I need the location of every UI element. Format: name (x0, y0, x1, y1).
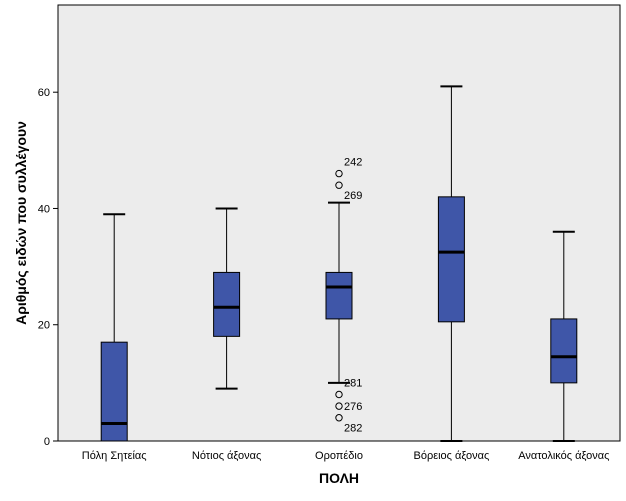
outlier-point (335, 181, 343, 189)
y-axis: 0 20 40 60 (38, 87, 58, 448)
box-group (213, 207, 241, 390)
iqr-box (550, 318, 578, 384)
outlier-label: 276 (344, 401, 362, 413)
outlier-point (335, 390, 343, 399)
iqr-box (213, 271, 241, 337)
x-tick-label: Οροπέδιο (315, 450, 363, 462)
box-group (100, 213, 128, 442)
x-tick-label: Νότιος άξονας (192, 450, 261, 462)
y-tick-label: 20 (38, 320, 50, 332)
outlier-point (335, 414, 343, 422)
x-axis: Πόλη Σητείας Νότιος άξονας Οροπέδιο Βόρειος… (82, 450, 610, 462)
outlier-label: 282 (344, 423, 362, 435)
y-tick-label: 60 (38, 87, 50, 99)
x-tick-label: Ανατολικός άξονας (518, 450, 609, 462)
boxes: 242 269 276 282 281 (100, 85, 578, 442)
box-group (550, 230, 578, 442)
outlier-label: 269 (344, 190, 362, 202)
y-axis-title: Αριθμός ειδών που συλλέγουν (13, 121, 29, 325)
iqr-box (325, 271, 353, 320)
outlier-label: 242 (344, 157, 362, 169)
y-tick-label: 40 (38, 203, 50, 215)
x-axis-title: ΠΟΛΗ (319, 470, 359, 486)
iqr-box (100, 341, 128, 442)
x-tick-label: Πόλη Σητείας (82, 450, 147, 462)
box-group (437, 85, 465, 442)
outlier-label: 281 (344, 377, 362, 389)
outlier-point (335, 402, 343, 410)
y-tick-label: 0 (44, 436, 50, 448)
iqr-box (437, 196, 465, 323)
outlier-point (335, 169, 343, 178)
box-group: 242 269 276 282 281 (325, 157, 362, 435)
x-tick-label: Βόρειος άξονας (413, 450, 489, 462)
